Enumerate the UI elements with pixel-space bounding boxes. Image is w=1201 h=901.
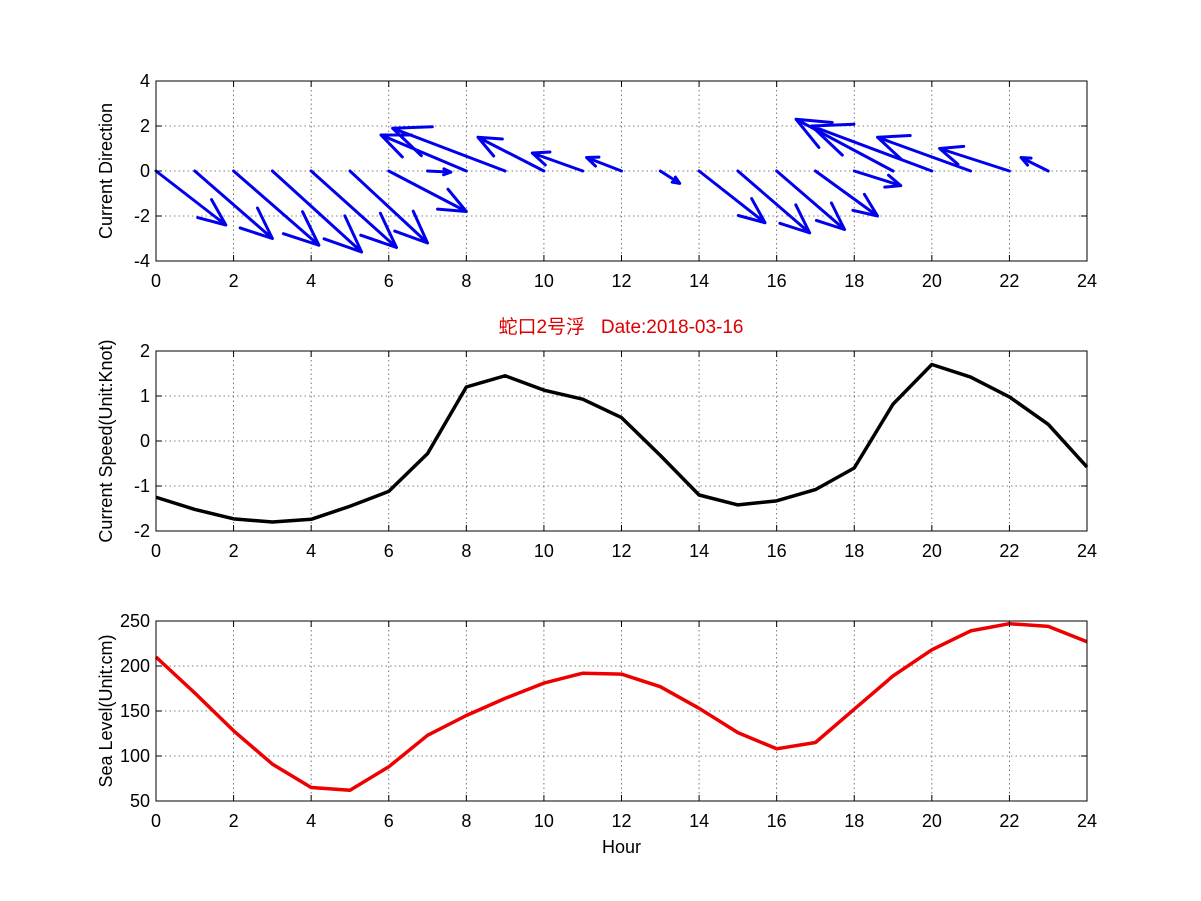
current-direction-arrow (530, 150, 585, 173)
current-direction-arrow (585, 155, 623, 173)
current-direction-arrow (697, 169, 767, 225)
y-tick-label: 150 (120, 701, 150, 721)
x-tick-label: 6 (384, 541, 394, 561)
x-tick-label: 18 (844, 271, 864, 291)
y-tick-label: 2 (140, 341, 150, 361)
y-tick-label: -2 (134, 521, 150, 541)
x-tick-label: 24 (1077, 541, 1097, 561)
current-direction-arrow (193, 169, 274, 240)
x-tick-label: 18 (844, 541, 864, 561)
y-tick-label: 0 (140, 161, 150, 181)
direction-y-axis-label: Current Direction (96, 103, 116, 239)
x-tick-label: 0 (151, 811, 161, 831)
x-tick-label: 10 (534, 541, 554, 561)
x-tick-label: 2 (229, 541, 239, 561)
x-tick-label: 2 (229, 811, 239, 831)
x-tick-label: 10 (534, 271, 554, 291)
figure-title: 蛇口2号浮 Date:2018-03-16 (498, 316, 743, 338)
x-tick-label: 14 (689, 541, 709, 561)
x-tick-label: 16 (767, 541, 787, 561)
current-direction-arrow (309, 169, 399, 249)
x-tick-label: 22 (999, 541, 1019, 561)
y-tick-label: 1 (140, 386, 150, 406)
x-tick-label: 4 (306, 271, 316, 291)
y-tick-label: 200 (120, 656, 150, 676)
x-tick-label: 10 (534, 811, 554, 831)
current-speed-series-line (155, 362, 1089, 524)
current-direction-arrow (348, 169, 430, 245)
current-direction-arrow (775, 169, 847, 231)
current-direction-arrow (387, 169, 468, 213)
x-tick-label: 22 (999, 271, 1019, 291)
current-direction-arrow (852, 169, 903, 189)
current-direction-arrow (426, 167, 453, 177)
x-tick-label: 14 (689, 271, 709, 291)
current-direction-arrow (1019, 156, 1050, 173)
x-tick-label: 12 (611, 811, 631, 831)
direction-vectors (154, 117, 1050, 254)
x-tick-label: 0 (151, 271, 161, 291)
y-tick-label: 250 (120, 611, 150, 631)
current-direction-arrow (270, 169, 364, 254)
sea-level-series-line (154, 621, 1088, 792)
x-tick-label: 16 (767, 271, 787, 291)
x-tick-label: 6 (384, 271, 394, 291)
x-tick-label: 12 (611, 271, 631, 291)
x-tick-label: 8 (461, 541, 471, 561)
x-tick-label: 20 (922, 271, 942, 291)
x-tick-label: 8 (461, 271, 471, 291)
x-tick-label: 0 (151, 541, 161, 561)
current-direction-arrow (391, 125, 507, 173)
x-tick-label: 16 (767, 811, 787, 831)
y-tick-label: -2 (134, 206, 150, 226)
speed-line (155, 362, 1089, 524)
current-direction-arrow (810, 122, 934, 173)
current-direction-arrow (876, 134, 973, 173)
x-tick-label: 20 (922, 811, 942, 831)
y-tick-label: 2 (140, 116, 150, 136)
y-tick-label: -4 (134, 251, 150, 271)
y-tick-label: -1 (134, 476, 150, 496)
y-tick-label: 50 (130, 791, 150, 811)
x-tick-label: 6 (384, 811, 394, 831)
x-tick-label: 14 (689, 811, 709, 831)
current-direction-arrow (736, 169, 812, 235)
current-direction-arrow (658, 169, 682, 185)
speed-y-axis-label: Current Speed(Unit:Knot) (96, 339, 116, 542)
current-direction-arrow (476, 135, 546, 173)
sea-level-line (154, 621, 1088, 792)
sea-level-x-axis-label: Hour (602, 837, 641, 857)
y-tick-label: 4 (140, 71, 150, 91)
current-direction-arrow (813, 169, 880, 218)
sea-level-y-axis-label: Sea Level(Unit:cm) (96, 634, 116, 787)
x-tick-label: 2 (229, 271, 239, 291)
current-direction-arrow (232, 169, 321, 247)
x-tick-label: 20 (922, 541, 942, 561)
x-tick-label: 24 (1077, 271, 1097, 291)
current-direction-arrow (938, 144, 1011, 173)
x-tick-label: 8 (461, 811, 471, 831)
x-tick-label: 22 (999, 811, 1019, 831)
x-tick-label: 12 (611, 541, 631, 561)
y-tick-label: 0 (140, 431, 150, 451)
y-tick-label: 100 (120, 746, 150, 766)
x-tick-label: 18 (844, 811, 864, 831)
x-tick-label: 4 (306, 811, 316, 831)
x-tick-label: 4 (306, 541, 316, 561)
x-tick-label: 24 (1077, 811, 1097, 831)
current-direction-arrow (154, 169, 228, 227)
